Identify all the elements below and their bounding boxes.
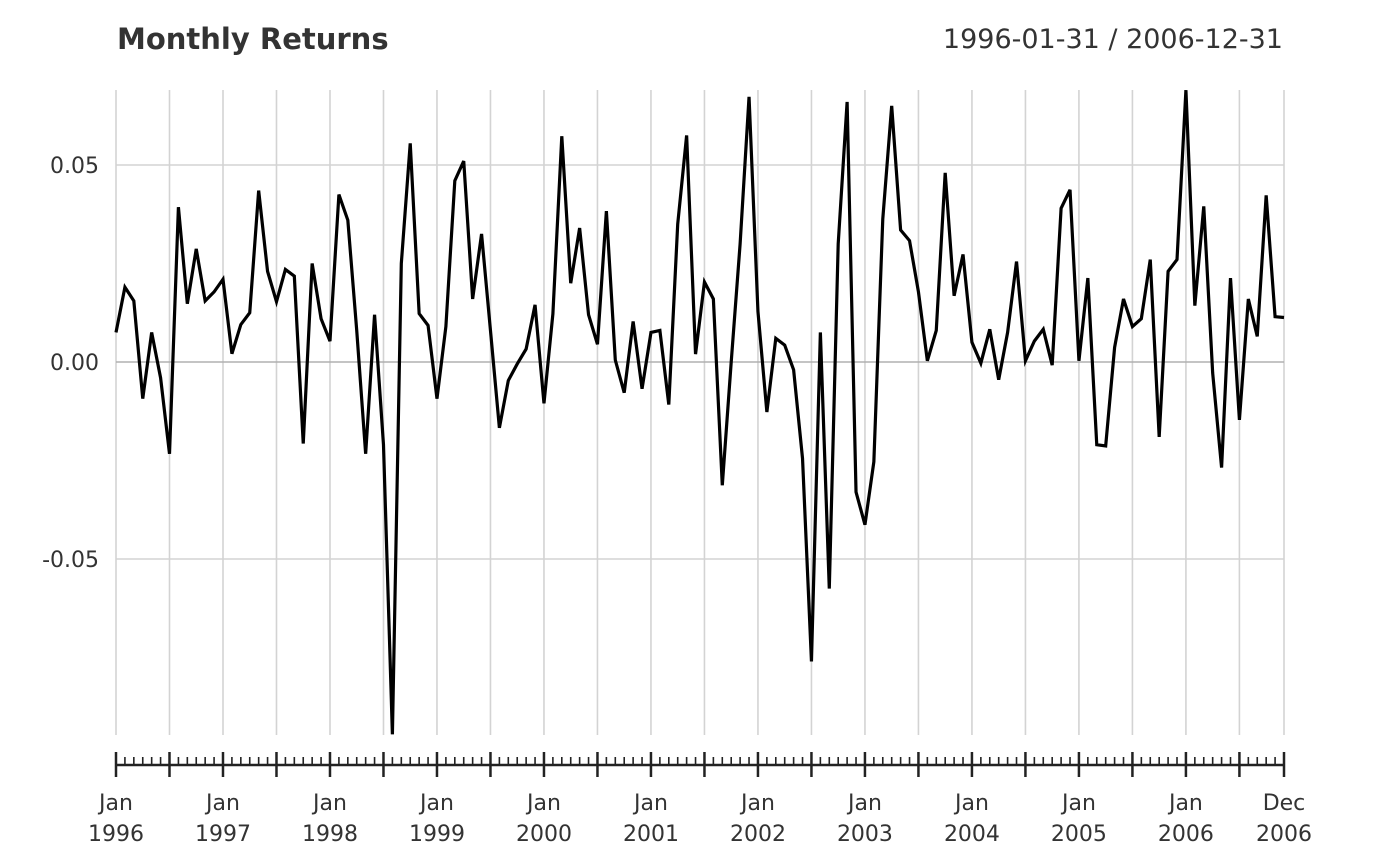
x-tick-label-month: Jan: [525, 791, 561, 816]
x-tick-label-year: 2000: [516, 822, 572, 847]
y-axis-tick-labels: 0.05 0.00 -0.05: [42, 154, 99, 573]
x-axis-ticks: [114, 752, 1286, 777]
x-tick-label-year: 2003: [837, 822, 893, 847]
x-tick-label-month: Jan: [632, 791, 668, 816]
y-tick-label: 0.05: [50, 154, 99, 179]
x-tick-label-month: Dec: [1263, 791, 1306, 816]
date-range-label: 1996-01-31 / 2006-12-31: [943, 24, 1283, 55]
x-tick-label-month: Jan: [953, 791, 989, 816]
x-axis-tick-labels: Jan 1996 Jan 1997 Jan 1998 Jan 1999 Jan 2000 Jan 20…: [88, 791, 1312, 847]
x-tick-label-month: Jan: [418, 791, 454, 816]
x-tick-label-month: Jan: [1167, 791, 1203, 816]
horizontal-gridlines: [116, 164, 1284, 560]
chart-title: Monthly Returns: [117, 22, 389, 56]
x-tick-label-year: 1996: [88, 822, 144, 847]
x-tick-label-month: Jan: [739, 791, 775, 816]
x-tick-label-month: Jan: [846, 791, 882, 816]
x-tick-label-month: Jan: [1060, 791, 1096, 816]
x-tick-label-month: Jan: [311, 791, 347, 816]
y-tick-label: -0.05: [42, 548, 99, 573]
x-axis: Jan 1996 Jan 1997 Jan 1998 Jan 1999 Jan 2000 Jan 20…: [88, 752, 1312, 847]
x-tick-label-year: 2001: [623, 822, 679, 847]
x-tick-label-year: 2006: [1158, 822, 1214, 847]
series-line: [114, 90, 1285, 735]
x-tick-label-year: 2006: [1256, 822, 1312, 847]
x-tick-label-month: Jan: [204, 791, 240, 816]
x-tick-label-year: 1999: [409, 822, 465, 847]
x-tick-label-year: 2002: [730, 822, 786, 847]
x-tick-label-month: Jan: [97, 791, 133, 816]
x-tick-label-year: 2005: [1051, 822, 1107, 847]
x-tick-label-year: 1997: [195, 822, 251, 847]
x-tick-label-year: 1998: [302, 822, 358, 847]
y-tick-label: 0.00: [50, 351, 99, 376]
x-tick-label-year: 2004: [944, 822, 1000, 847]
